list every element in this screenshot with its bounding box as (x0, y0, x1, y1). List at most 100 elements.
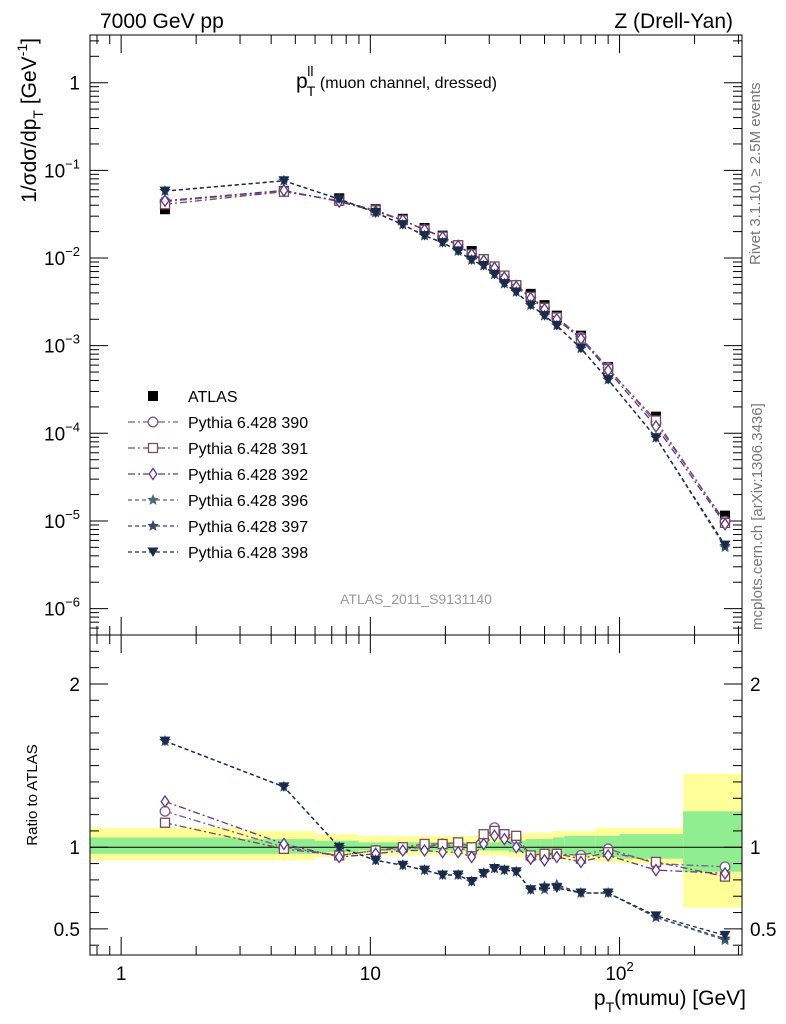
legend-label: Pythia 6.428 390 (188, 415, 308, 432)
header-collision: 7000 GeV pp (100, 10, 224, 33)
ratio-point (489, 863, 501, 874)
ratio-panel: 0.5 0.5 1 1 2 2 1 10 102 (54, 634, 776, 985)
ratio-point (466, 842, 477, 853)
x-tick-label: 102 (605, 959, 633, 985)
legend-label: Pythia 6.428 392 (188, 467, 308, 484)
ratio-point (466, 877, 478, 887)
ratio-point (539, 853, 550, 867)
legend-entry: Pythia 6.428 390 (128, 415, 308, 432)
ratio-point (511, 840, 521, 854)
x-tick-label: 1 (116, 964, 127, 985)
ratio-series-line (164, 800, 726, 875)
ratio-point (333, 842, 345, 853)
ratio-y-tick-label-right: 1 (750, 838, 761, 859)
ratio-point (602, 888, 614, 898)
ratio-point (419, 865, 431, 876)
ratio-band-stat (499, 840, 509, 851)
ratio-point (511, 830, 522, 841)
ratio-y-tick-label: 1 (69, 838, 80, 859)
legend-label: Pythia 6.428 391 (188, 441, 308, 458)
main-point (333, 194, 345, 205)
ratio-point (479, 837, 489, 851)
main-point (510, 287, 522, 297)
main-point (719, 540, 731, 551)
analysis-id: ATLAS_2011_S9131140 (340, 591, 492, 607)
ratio-point (438, 845, 448, 859)
ratio-point (525, 885, 537, 895)
ratio-point (279, 837, 289, 851)
main-point (279, 183, 289, 198)
ratio-point (552, 850, 562, 864)
main-point (370, 208, 382, 218)
main-series-line (164, 189, 726, 525)
ratio-point (334, 850, 344, 864)
ratio-series-line (164, 740, 726, 937)
ratio-band-stat (552, 837, 565, 854)
main-point (489, 269, 501, 280)
legend-entry: Pythia 6.428 397 (128, 519, 308, 536)
ratio-point (159, 817, 171, 828)
legend-entry: Pythia 6.428 398 (128, 545, 308, 562)
header-process: Z (Drell-Yan) (614, 10, 733, 33)
ratio-point (397, 860, 409, 871)
ratio-point (650, 911, 662, 921)
ratio-point (489, 829, 500, 843)
legend-marker (147, 442, 159, 454)
ratio-band-stat (564, 835, 596, 856)
ratio-point (478, 829, 489, 840)
main-point (602, 375, 614, 385)
ratio-band-stat (489, 842, 500, 851)
plot-title-rest: (muon channel, dressed) (315, 75, 496, 92)
ratio-point (478, 868, 490, 879)
ratio-point (576, 855, 586, 869)
main-point (525, 300, 537, 311)
main-point (466, 255, 478, 265)
ratio-point (370, 855, 382, 866)
plot-title: pTll (muon channel, dressed) (296, 63, 497, 99)
mcplots-label: mcplots.cern.ch [arXiv:1306.3436] (749, 403, 766, 630)
main-point (539, 311, 551, 321)
legend-marker (148, 467, 158, 481)
legend-label: Pythia 6.428 397 (188, 519, 308, 536)
y-tick-label: 10−1 (44, 156, 80, 182)
main-point (278, 176, 290, 186)
main-point (478, 261, 490, 271)
ratio-series-line (164, 822, 726, 878)
ratio-band-stat (619, 834, 684, 859)
ratio-series-2 (160, 794, 730, 881)
x-axis-label: pT(mumu) [GeV] (594, 987, 746, 1015)
main-point (650, 433, 662, 443)
legend-entry: Pythia 6.428 391 (128, 441, 308, 458)
ratio-series-5 (159, 736, 731, 941)
ratio-band-stat (525, 839, 541, 854)
legend-entry: Pythia 6.428 392 (128, 467, 308, 484)
ratio-point (452, 870, 464, 880)
ratio-point (510, 867, 522, 877)
legend-marker (148, 391, 158, 401)
ratio-point (467, 850, 477, 864)
y-tick-label: 10−5 (44, 507, 80, 533)
ratio-point (160, 794, 170, 809)
ratio-y-tick-label: 2 (69, 675, 80, 696)
plot-title-sup: ll (307, 63, 313, 79)
legend-entry: ATLAS (148, 389, 238, 406)
ratio-y-tick-label-right: 0.5 (750, 920, 776, 941)
y-tick-label: 10−6 (44, 595, 80, 621)
ratio-y-axis-label: Ratio to ATLAS (24, 744, 41, 845)
legend-label: Pythia 6.428 398 (188, 545, 308, 562)
main-point (419, 231, 431, 241)
main-point (575, 343, 587, 354)
legend: ATLAS Pythia 6.428 390 Pythia 6.428 391 Pyt… (128, 389, 308, 562)
legend-marker (147, 520, 159, 531)
ratio-point (551, 883, 563, 894)
main-point (452, 246, 464, 257)
ratio-point (651, 863, 661, 877)
ratio-point (499, 832, 509, 846)
ratio-frame (89, 634, 743, 956)
main-panel: 10−6 10−5 10−4 10−3 10−2 10−1 1 (44, 34, 743, 636)
legend-entry: Pythia 6.428 396 (128, 493, 308, 510)
ratio-point (719, 930, 731, 941)
main-point (720, 517, 730, 531)
main-point (397, 220, 409, 230)
